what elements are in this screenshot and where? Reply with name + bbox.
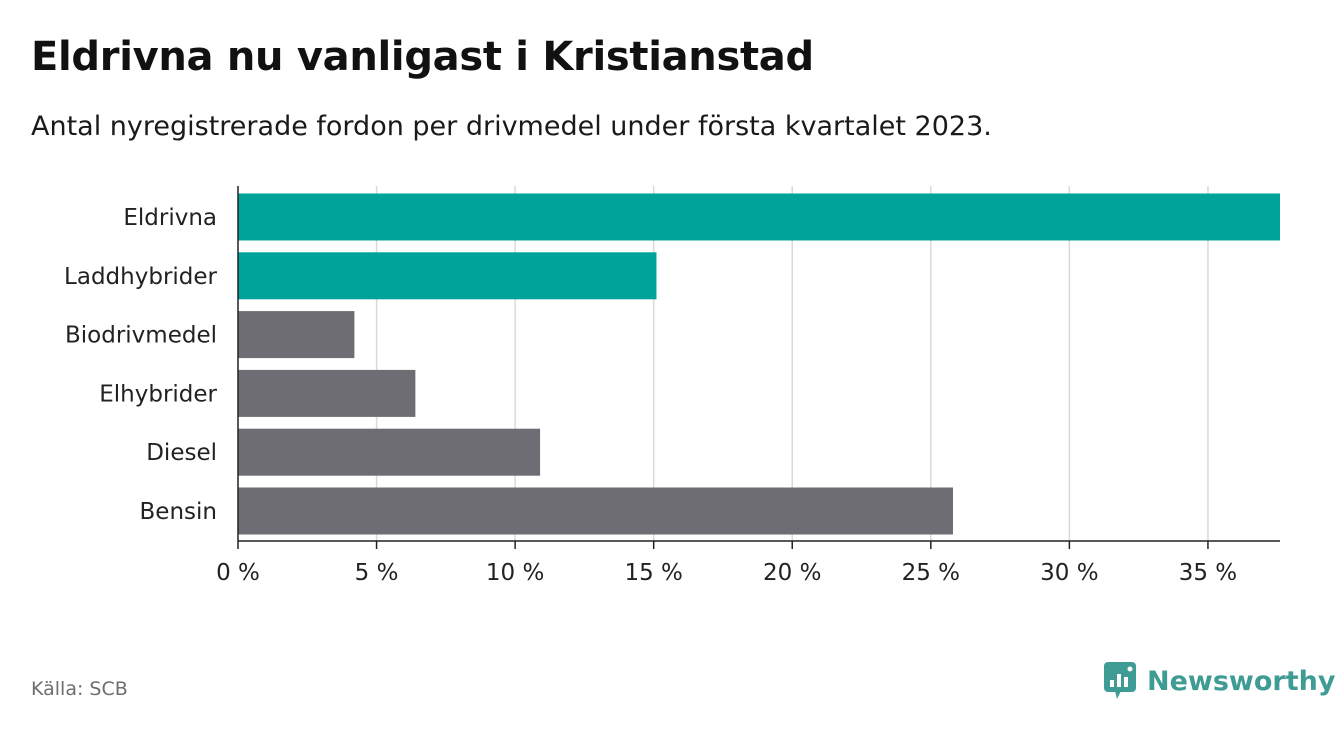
- category-label: Eldrivna: [123, 205, 217, 231]
- bar: [238, 369, 416, 417]
- bar: [238, 252, 657, 300]
- chart-subtitle: Antal nyregistrerade fordon per drivmede…: [31, 111, 992, 142]
- category-label: Laddhybrider: [64, 264, 217, 290]
- bars: [238, 193, 1280, 535]
- x-tick-label: 25 %: [902, 560, 960, 586]
- category-label: Bensin: [140, 499, 217, 525]
- x-tick-label: 15 %: [624, 560, 682, 586]
- grid-lines: [375, 186, 1209, 541]
- source-note: Källa: SCB: [31, 678, 128, 700]
- newsworthy-logo-icon: [1104, 662, 1136, 699]
- brand-name: Newsworthy: [1147, 665, 1336, 697]
- x-axis: 0 % 5 % 10 % 15 % 20 % 25 % 30 % 35 %: [216, 186, 1280, 586]
- category-labels: Eldrivna Laddhybrider Biodrivmedel Elhybrid…: [64, 205, 217, 525]
- x-tick-label: 35 %: [1179, 560, 1237, 586]
- bar: [238, 193, 1280, 241]
- category-label: Elhybrider: [99, 381, 217, 407]
- brand: Newsworthy: [1103, 661, 1335, 701]
- x-tick-label: 30 %: [1040, 560, 1098, 586]
- chart-title: Eldrivna nu vanligast i Kristianstad: [31, 34, 814, 80]
- x-tick-label: 10 %: [486, 560, 544, 586]
- x-tick-label: 20 %: [763, 560, 821, 586]
- category-label: Diesel: [146, 440, 217, 466]
- category-label: Biodrivmedel: [65, 323, 217, 349]
- x-tick-label: 5 %: [355, 560, 399, 586]
- bar: [238, 428, 541, 476]
- x-tick-label: 0 %: [216, 560, 260, 586]
- bar: [238, 487, 953, 535]
- bar: [238, 311, 355, 359]
